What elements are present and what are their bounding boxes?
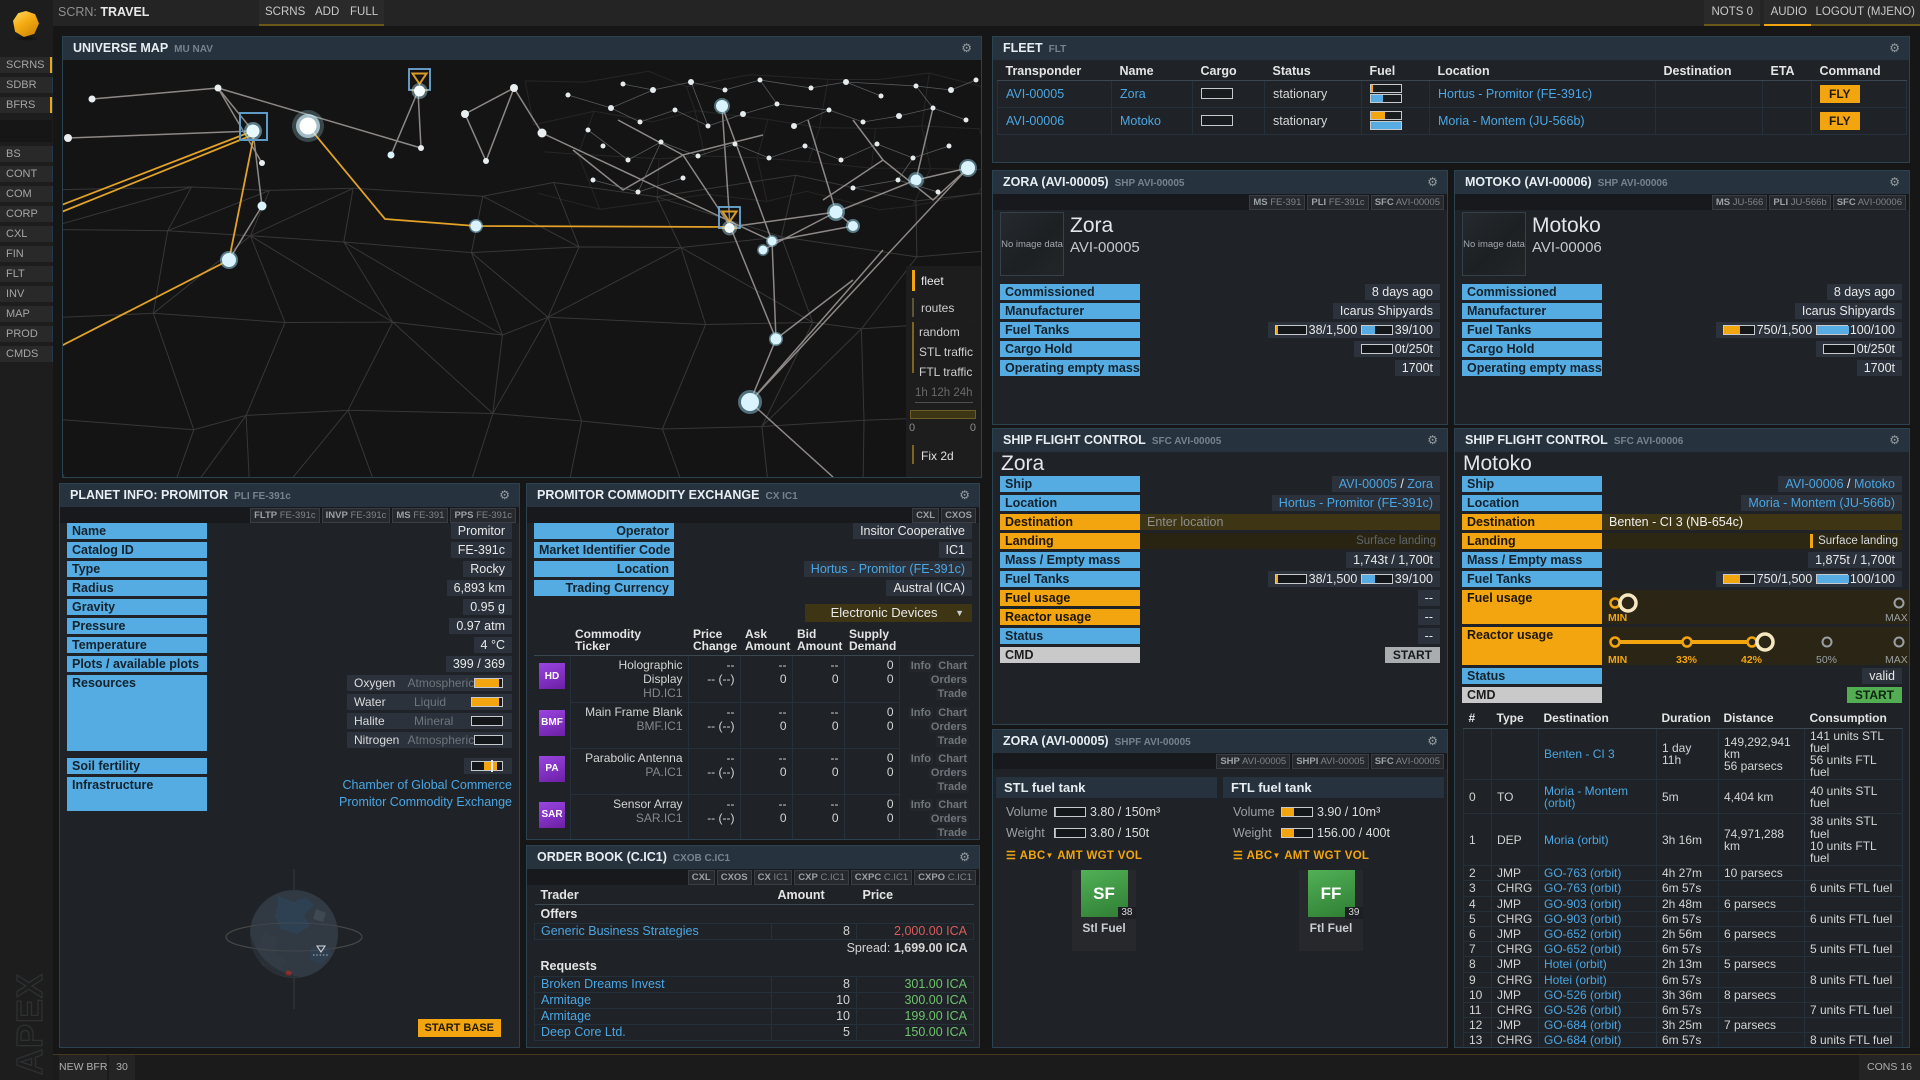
svg-text:50%: 50% — [1816, 654, 1837, 665]
svg-text:MAX: MAX — [1885, 612, 1908, 624]
svg-text:MIN: MIN — [1608, 612, 1627, 624]
svg-text:42%: 42% — [1741, 654, 1763, 665]
svg-text:MAX: MAX — [1885, 654, 1908, 665]
svg-text:MIN: MIN — [1608, 654, 1627, 665]
svg-text:33%: 33% — [1676, 654, 1698, 665]
